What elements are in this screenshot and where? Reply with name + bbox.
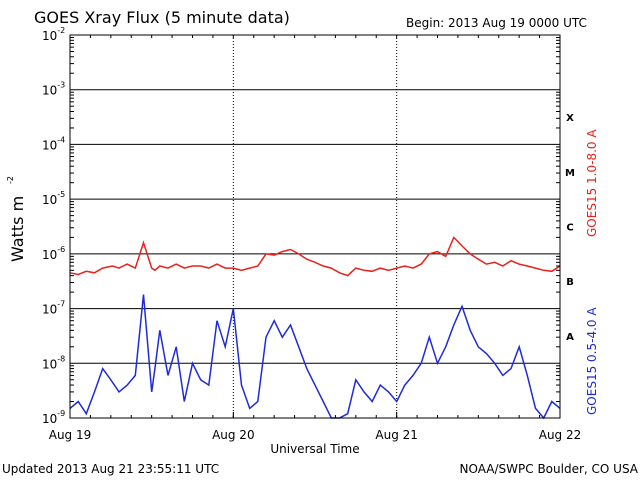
x-tick-label: Aug 22	[539, 428, 582, 442]
y-tick-label: 10-7	[42, 300, 65, 317]
y-axis-label-base: Watts m	[8, 196, 27, 262]
y-tick-exponent: -7	[57, 300, 65, 309]
y-tick-label: 10-4	[42, 135, 65, 152]
y-tick-base: 10	[42, 193, 57, 207]
y-tick-exponent: -3	[57, 81, 65, 90]
legend: GOES15 1.0-8.0 A GOES15 0.5-4.0 A	[585, 129, 599, 415]
y-tick-exponent: -8	[57, 354, 65, 363]
y-tick-label: 10-3	[42, 81, 65, 98]
y-axis-label: Watts m -2	[6, 176, 27, 262]
x-tick-label: Aug 21	[375, 428, 418, 442]
x-tick-label: Aug 20	[212, 428, 255, 442]
y-tick-base: 10	[42, 84, 57, 98]
y-tick-label: 10-8	[42, 354, 65, 371]
source-credit: NOAA/SWPC Boulder, CO USA	[460, 462, 639, 476]
flare-class-label: M	[565, 168, 575, 179]
flare-class-label: C	[566, 223, 573, 234]
flare-class-label: X	[566, 113, 574, 124]
plot-frame	[69, 34, 561, 419]
legend-entry: GOES15 1.0-8.0 A	[585, 129, 599, 237]
y-tick-exponent: -9	[57, 409, 65, 418]
y-tick-label: 10-5	[42, 190, 65, 207]
y-tick-exponent: -4	[57, 135, 65, 144]
y-tick-base: 10	[42, 248, 57, 262]
y-tick-exponent: -5	[57, 190, 65, 199]
series-line-1	[69, 294, 561, 420]
x-axis-label: Universal Time	[270, 442, 359, 456]
y-tick-label: 10-6	[42, 245, 65, 262]
y-tick-exponent: -2	[57, 26, 65, 35]
grid	[70, 34, 560, 419]
series	[69, 236, 561, 420]
chart-title: GOES Xray Flux (5 minute data)	[34, 8, 290, 27]
x-tick-label: Aug 19	[49, 428, 92, 442]
y-tick-base: 10	[42, 29, 57, 43]
series-line-0	[69, 236, 561, 277]
x-ticks: Aug 19 Aug 20 Aug 21 Aug 22	[49, 35, 582, 442]
y-tick-base: 10	[42, 138, 57, 152]
y-tick-base: 10	[42, 412, 57, 426]
flare-class-label: B	[566, 277, 574, 288]
y-tick-exponent: -6	[57, 245, 65, 254]
y-ticks: 10-210-310-410-510-610-710-810-9	[42, 26, 560, 426]
y-tick-base: 10	[42, 303, 57, 317]
flare-class-label: A	[566, 332, 574, 343]
begin-label: Begin: 2013 Aug 19 0000 UTC	[406, 16, 587, 30]
flare-class-labels: X M C B A	[565, 113, 575, 343]
y-axis-label-exponent: -2	[6, 176, 15, 184]
y-tick-label: 10-2	[42, 26, 65, 43]
y-tick-label: 10-9	[42, 409, 65, 426]
y-tick-base: 10	[42, 357, 57, 371]
updated-timestamp: Updated 2013 Aug 21 23:55:11 UTC	[2, 462, 219, 476]
legend-entry: GOES15 0.5-4.0 A	[585, 307, 599, 415]
